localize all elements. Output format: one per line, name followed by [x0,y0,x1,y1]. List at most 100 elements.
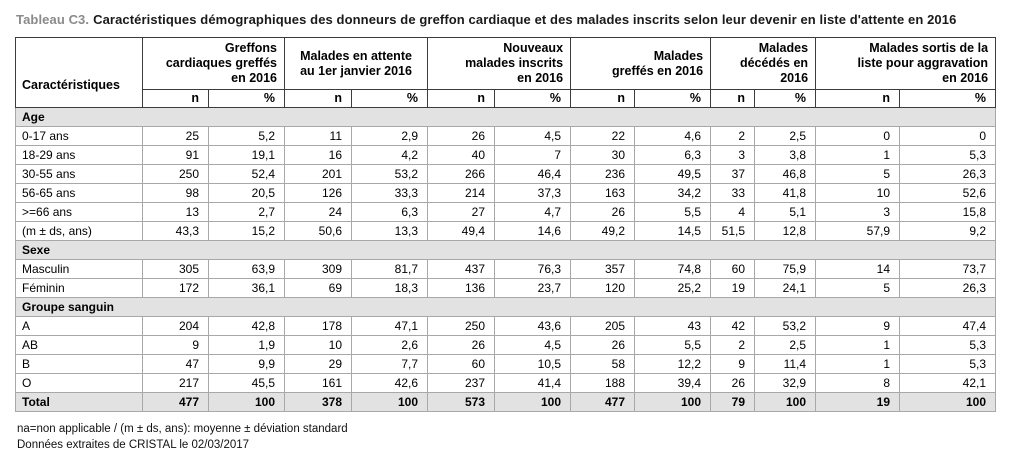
cell-value: 26 [570,202,636,222]
cell-value: 237 [427,373,496,393]
cell-value: 69 [284,278,353,298]
cell-value: 16 [284,145,353,165]
table-title: Tableau C3. Caractéristiques démographiqu… [16,12,995,27]
section-row-groupe-sanguin: Groupe sanguin [14,297,997,317]
row-label-ab: AB [15,335,143,355]
row-label-18-29-ans: 18-29 ans [15,145,143,165]
cell-value: 42,8 [207,316,286,336]
table-row-total: Total 477 100 378 100 573 100 477 100 79 100 19 100 [15,392,997,412]
cell-value: 6,3 [634,145,712,165]
subheader-pct: % [207,89,286,108]
table-row-18-29-ans: 18-29 ans 91 19,1 16 4,2 40 7 30 6,3 3 3,8 1 5,3 [15,145,997,165]
cell-value: 2,7 [207,202,286,222]
cell-value: 100 [754,392,817,412]
cell-value: 2,5 [754,126,817,146]
cell-value: 57,9 [815,221,901,241]
cell-value: 41,4 [494,373,572,393]
cell-value: 24,1 [754,278,817,298]
cell-value: 9,2 [899,221,997,241]
demographics-table: Caractéristiques Greffons cardiaques gre… [14,37,997,412]
row-label-f-minin: Féminin [15,278,143,298]
cell-value: 58 [570,354,636,374]
cell-value: 305 [142,259,209,279]
subheader-n: n [710,89,756,108]
cell-value: 9,9 [207,354,286,374]
cell-value: 378 [284,392,353,412]
cell-value: 3,8 [754,145,817,165]
cell-value: 188 [570,373,636,393]
subheader-n: n [815,89,901,108]
cell-value: 100 [899,392,997,412]
cell-value: 19,1 [207,145,286,165]
table-row-ab: AB 9 1,9 10 2,6 26 4,5 26 5,5 2 2,5 1 5,3 [15,335,997,355]
cell-value: 73,7 [899,259,997,279]
cell-value: 42,1 [899,373,997,393]
cell-value: 12,2 [634,354,712,374]
cell-value: 172 [142,278,209,298]
cell-value: 1,9 [207,335,286,355]
cell-value: 10,5 [494,354,572,374]
cell-value: 81,7 [351,259,429,279]
cell-value: 47,4 [899,316,997,336]
cell-value: 42,6 [351,373,429,393]
cell-value: 20,5 [207,183,286,203]
cell-value: 98 [142,183,209,203]
cell-value: 22 [570,126,636,146]
cell-value: 43 [634,316,712,336]
cell-value: 26 [570,335,636,355]
cell-value: 5 [815,278,901,298]
cell-value: 34,2 [634,183,712,203]
cell-value: 0 [815,126,901,146]
cell-value: 0 [899,126,997,146]
table-row-m-ds-ans: (m ± ds, ans) 43,3 15,2 50,6 13,3 49,4 14,6 49,… [15,221,997,241]
table-header: Caractéristiques Greffons cardiaques gre… [15,37,997,108]
cell-value: 49,5 [634,164,712,184]
row-label-m-ds-ans: (m ± ds, ans) [15,221,143,241]
cell-value: 120 [570,278,636,298]
cell-value: 41,8 [754,183,817,203]
cell-value: 2 [710,126,756,146]
table-row-56-65-ans: 56-65 ans 98 20,5 126 33,3 214 37,3 163 34,2 33 41… [15,183,997,203]
cell-value: 13,3 [351,221,429,241]
section-label-sexe: Sexe [14,240,997,260]
cell-value: 25 [142,126,209,146]
cell-value: 37,3 [494,183,572,203]
cell-value: 52,6 [899,183,997,203]
cell-value: 5 [815,164,901,184]
cell-value: 11 [284,126,353,146]
table-row-o: O 217 45,5 161 42,6 237 41,4 188 39,4 26 32,9 8 42,1 [15,373,997,393]
row-label-total: Total [15,392,143,412]
row-label-a: A [15,316,143,336]
footnote-na-definition: na=non applicable / (m ± ds, ans): moyen… [17,423,348,435]
cell-value: 33,3 [351,183,429,203]
cell-value: 45,5 [207,373,286,393]
cell-value: 26,3 [899,164,997,184]
cell-value: 74,8 [634,259,712,279]
cell-value: 10 [815,183,901,203]
cell-value: 33 [710,183,756,203]
cell-value: 30 [570,145,636,165]
footnote-data-source: Données extraites de CRISTAL le 02/03/20… [17,439,250,451]
cell-value: 5,5 [634,335,712,355]
table-row-b: B 47 9,9 29 7,7 60 10,5 58 12,2 9 11,4 1 5,3 [15,354,997,374]
cell-value: 9 [142,335,209,355]
cell-value: 100 [634,392,712,412]
cell-value: 309 [284,259,353,279]
section-row-sexe: Sexe [14,240,997,260]
column-header-caracteristiques: Caractéristiques [15,37,143,108]
cell-value: 26 [710,373,756,393]
cell-value: 14,5 [634,221,712,241]
cell-value: 60 [710,259,756,279]
cell-value: 50,6 [284,221,353,241]
cell-value: 5,3 [899,354,997,374]
table-row-a: A 204 42,8 178 47,1 250 43,6 205 43 42 53,2 9 47,4 [15,316,997,336]
subheader-n: n [570,89,636,108]
cell-value: 573 [427,392,496,412]
cell-value: 5,5 [634,202,712,222]
cell-value: 43,6 [494,316,572,336]
cell-value: 49,4 [427,221,496,241]
cell-value: 214 [427,183,496,203]
cell-value: 9 [815,316,901,336]
cell-value: 163 [570,183,636,203]
group-header-row: Caractéristiques Greffons cardiaques gre… [15,37,997,108]
